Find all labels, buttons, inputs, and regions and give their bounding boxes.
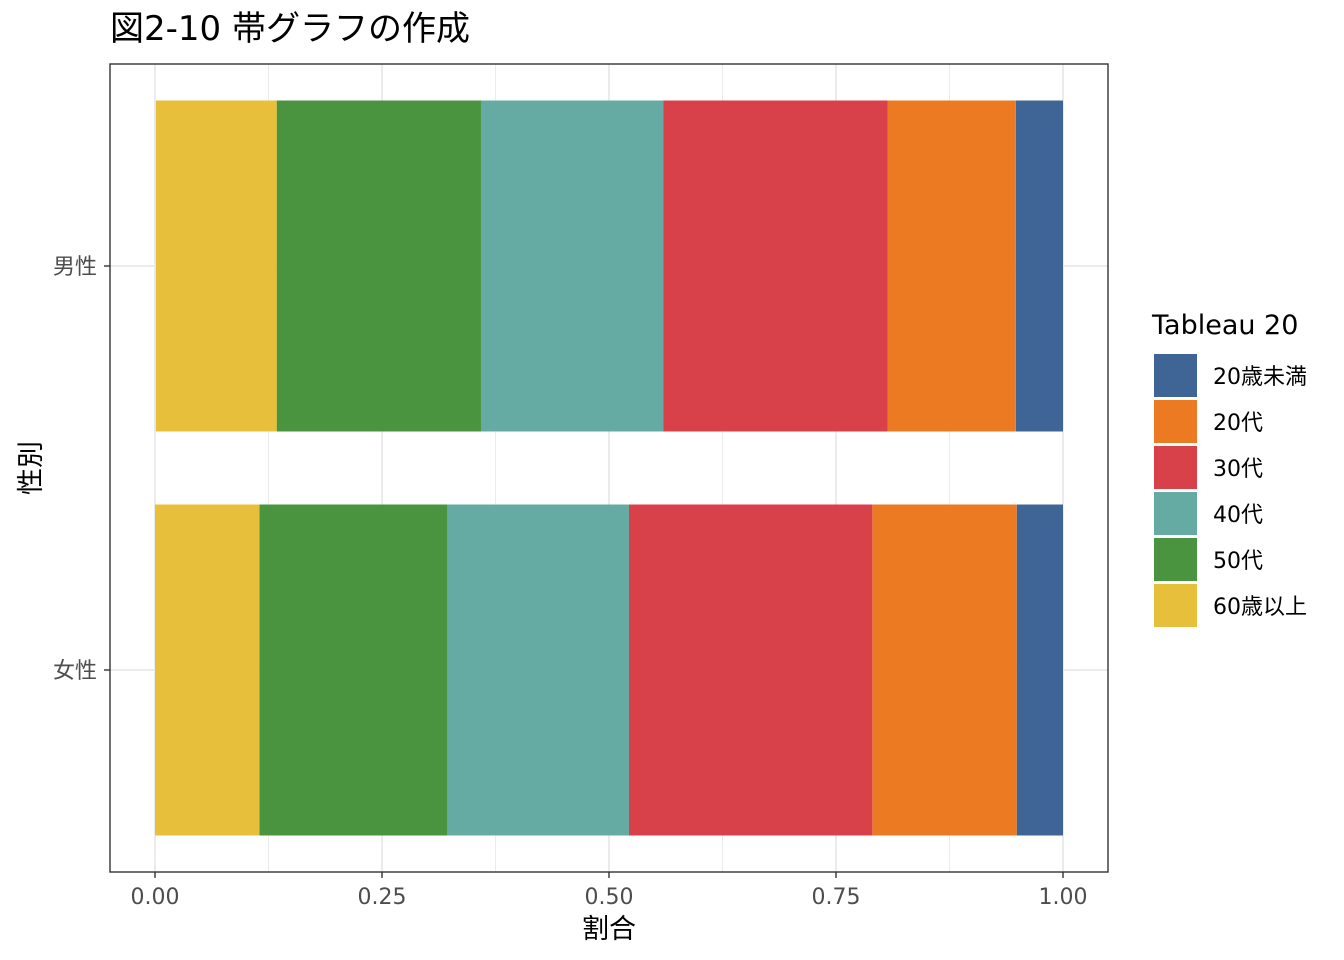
bar-segment bbox=[628, 504, 873, 836]
legend-swatch bbox=[1154, 400, 1197, 443]
y-tick-label: 女性 bbox=[53, 659, 97, 684]
bar-segment bbox=[480, 100, 664, 432]
legend-title: Tableau 20 bbox=[1151, 310, 1298, 341]
x-tick-label: 0.50 bbox=[585, 885, 634, 910]
bar-segment bbox=[1016, 504, 1063, 836]
x-tick-label: 1.00 bbox=[1039, 885, 1088, 910]
legend-items: 20歳未満 20代 30代 40代 50代 60歳以上 bbox=[1154, 354, 1307, 627]
x-axis: 0.00 0.25 0.50 0.75 1.00 bbox=[131, 872, 1088, 910]
legend-label: 30代 bbox=[1213, 457, 1263, 482]
bar-segment bbox=[1015, 100, 1063, 432]
legend-label: 20代 bbox=[1213, 411, 1263, 436]
bar-segment bbox=[872, 504, 1017, 836]
x-tick-label: 0.00 bbox=[131, 885, 180, 910]
legend-swatch bbox=[1154, 584, 1197, 627]
bar-segment bbox=[259, 504, 448, 836]
legend-swatch bbox=[1154, 446, 1197, 489]
chart-title: 図2-10 帯グラフの作成 bbox=[110, 9, 470, 49]
legend-swatch bbox=[1154, 538, 1197, 581]
bar-segment bbox=[887, 100, 1016, 432]
plot-panel bbox=[109, 63, 1109, 873]
legend-label: 20歳未満 bbox=[1213, 365, 1307, 390]
x-axis-title: 割合 bbox=[582, 914, 636, 945]
bars bbox=[155, 100, 1063, 836]
x-tick-label: 0.75 bbox=[812, 885, 861, 910]
legend-swatch bbox=[1154, 354, 1197, 397]
bar-segment bbox=[663, 100, 888, 432]
bar-segment bbox=[155, 504, 260, 836]
legend: Tableau 20 20歳未満 20代 30代 40代 50代 60歳以上 bbox=[1151, 310, 1307, 627]
x-tick-label: 0.25 bbox=[358, 885, 407, 910]
legend-label: 50代 bbox=[1213, 549, 1263, 574]
bar-segment bbox=[276, 100, 481, 432]
bar-segment bbox=[447, 504, 629, 836]
y-tick-label: 男性 bbox=[53, 255, 97, 280]
legend-swatch bbox=[1154, 492, 1197, 535]
legend-label: 60歳以上 bbox=[1213, 595, 1307, 620]
y-axis-title: 性別 bbox=[16, 441, 47, 495]
bar-segment bbox=[155, 100, 277, 432]
legend-label: 40代 bbox=[1213, 503, 1263, 528]
